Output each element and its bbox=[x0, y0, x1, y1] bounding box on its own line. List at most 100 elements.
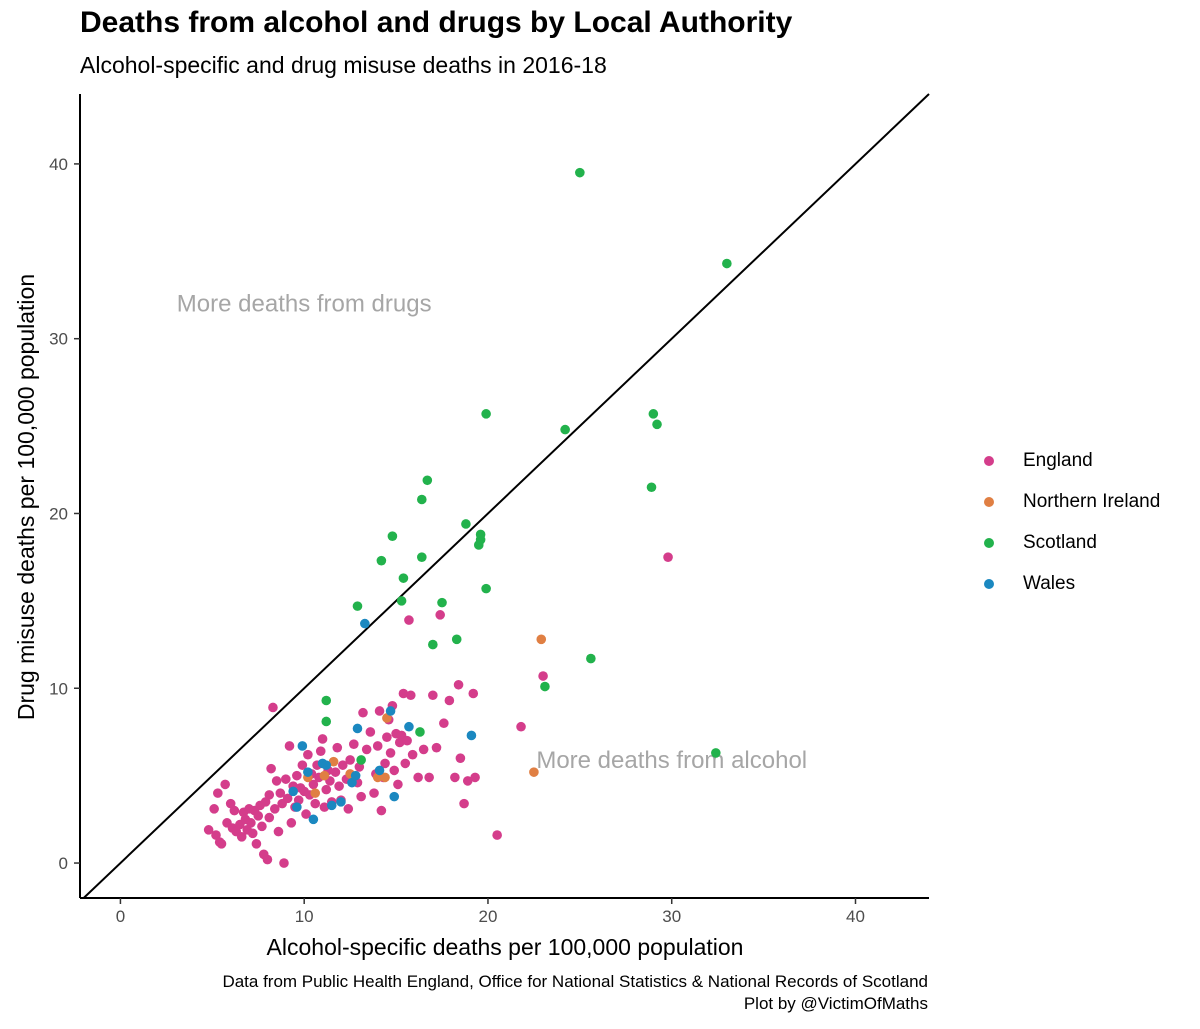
point-northern-ireland bbox=[328, 756, 339, 767]
point-england bbox=[273, 826, 284, 837]
point-england bbox=[380, 758, 390, 769]
point-england bbox=[220, 779, 230, 790]
point-wales bbox=[288, 786, 298, 797]
point-england bbox=[275, 788, 286, 798]
point-england bbox=[349, 739, 359, 749]
point-northern-ireland bbox=[310, 788, 321, 798]
point-scotland bbox=[481, 583, 491, 594]
point-england bbox=[246, 818, 256, 828]
legend-swatch-wales bbox=[984, 578, 994, 589]
point-england bbox=[262, 854, 273, 865]
legend-item-wales: Wales bbox=[978, 563, 1160, 604]
point-england bbox=[343, 804, 354, 814]
annotation-label: More deaths from alcohol bbox=[536, 747, 807, 774]
point-england bbox=[247, 828, 258, 839]
point-england bbox=[435, 610, 445, 620]
x-tick-label: 0 bbox=[116, 907, 125, 926]
point-england bbox=[374, 706, 385, 716]
point-scotland bbox=[387, 531, 398, 541]
point-england bbox=[264, 790, 275, 800]
point-england bbox=[257, 821, 267, 832]
point-england bbox=[358, 707, 368, 718]
x-axis-label: Alcohol-specific deaths per 100,000 popu… bbox=[267, 934, 744, 960]
legend-item-northern-ireland: Northern Ireland bbox=[978, 481, 1160, 522]
caption-source: Data from Public Health England, Office … bbox=[222, 972, 928, 991]
legend-item-england: England bbox=[978, 440, 1160, 481]
point-england bbox=[282, 793, 293, 804]
point-england bbox=[269, 804, 280, 814]
point-england bbox=[203, 825, 214, 835]
point-england bbox=[345, 755, 355, 765]
point-england bbox=[308, 779, 319, 790]
point-england bbox=[398, 688, 409, 699]
point-northern-ireland bbox=[319, 770, 330, 781]
point-wales bbox=[360, 618, 370, 629]
point-wales bbox=[321, 760, 332, 770]
point-england bbox=[330, 767, 341, 777]
point-wales bbox=[350, 770, 361, 781]
point-england bbox=[538, 671, 548, 681]
legend-label-england: England bbox=[1023, 449, 1093, 471]
point-england bbox=[251, 839, 262, 849]
point-england bbox=[297, 760, 308, 770]
point-wales bbox=[336, 797, 346, 807]
point-england bbox=[376, 805, 387, 816]
point-england bbox=[292, 770, 302, 781]
point-scotland bbox=[711, 748, 721, 758]
point-scotland bbox=[652, 419, 662, 430]
point-scotland bbox=[575, 167, 585, 178]
point-england bbox=[332, 742, 343, 753]
point-wales bbox=[404, 721, 414, 732]
point-england bbox=[279, 858, 289, 868]
point-england bbox=[361, 744, 372, 755]
point-wales bbox=[389, 791, 400, 802]
point-northern-ireland bbox=[529, 767, 539, 777]
point-england bbox=[400, 758, 411, 769]
point-england bbox=[271, 776, 282, 786]
point-wales bbox=[385, 706, 396, 716]
point-england bbox=[516, 721, 526, 732]
y-axis-label: Drug misuse deaths per 100,000 populatio… bbox=[13, 274, 39, 720]
point-england bbox=[428, 690, 438, 701]
point-england bbox=[310, 798, 321, 809]
legend-swatch-england bbox=[984, 455, 994, 466]
point-england bbox=[372, 741, 383, 751]
point-england bbox=[453, 679, 464, 690]
point-england bbox=[209, 804, 219, 814]
point-scotland bbox=[560, 424, 570, 435]
point-england bbox=[389, 765, 400, 776]
point-scotland bbox=[481, 409, 491, 419]
point-england bbox=[213, 788, 223, 798]
point-scotland bbox=[648, 409, 659, 419]
point-england bbox=[450, 772, 460, 783]
point-england bbox=[264, 812, 275, 823]
x-tick-label: 10 bbox=[295, 907, 314, 926]
point-england bbox=[405, 690, 416, 701]
legend-label-wales: Wales bbox=[1023, 572, 1076, 594]
chart-title: Deaths from alcohol and drugs by Local A… bbox=[80, 6, 793, 39]
point-england bbox=[462, 776, 473, 786]
point-scotland bbox=[722, 258, 732, 269]
y-tick-label: 10 bbox=[49, 679, 68, 698]
point-england bbox=[424, 772, 434, 783]
point-england bbox=[492, 830, 502, 840]
point-scotland bbox=[321, 695, 332, 706]
point-england bbox=[216, 839, 227, 849]
point-scotland bbox=[540, 681, 550, 692]
point-scotland bbox=[376, 555, 387, 566]
point-scotland bbox=[396, 596, 407, 606]
legend: England Northern Ireland Scotland Wales bbox=[978, 440, 1160, 604]
chart-subtitle: Alcohol-specific and drug misuse deaths … bbox=[80, 52, 607, 78]
point-england bbox=[369, 788, 379, 798]
y-tick-label: 40 bbox=[49, 155, 68, 174]
point-wales bbox=[292, 802, 302, 812]
y-axis-ticks: 0 10 20 30 40 bbox=[49, 155, 80, 873]
point-scotland bbox=[461, 519, 471, 529]
point-scotland bbox=[451, 634, 462, 645]
caption-credit: Plot by @VictimOfMaths bbox=[743, 994, 928, 1013]
point-wales bbox=[297, 741, 308, 751]
point-england bbox=[404, 615, 414, 625]
annotation-label: More deaths from drugs bbox=[177, 291, 432, 318]
x-tick-label: 40 bbox=[846, 907, 865, 926]
